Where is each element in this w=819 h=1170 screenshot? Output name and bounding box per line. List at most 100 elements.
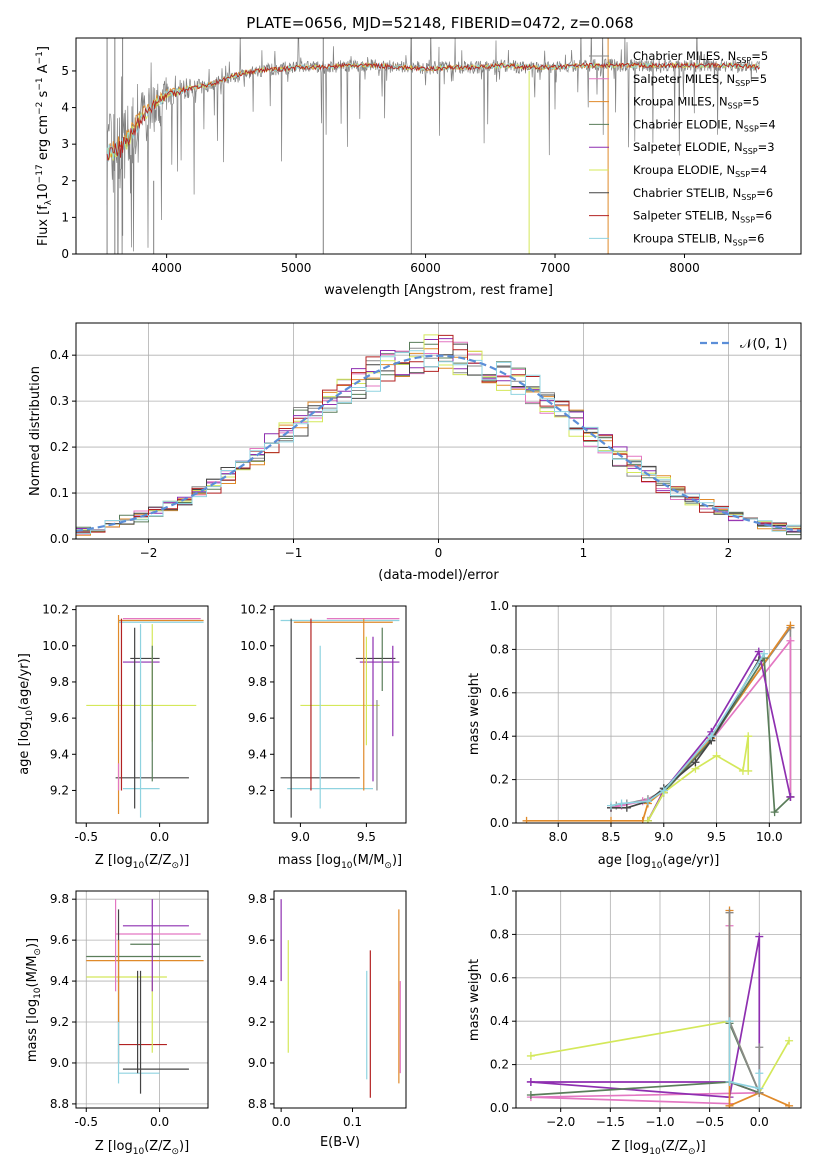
y-tick-label: 9.6 [248, 933, 267, 947]
y-tick-label: 4 [61, 101, 69, 115]
x-tick-label: 0.0 [150, 1115, 169, 1129]
axes-frame [75, 37, 802, 255]
y-tick-label: 9.6 [248, 711, 267, 725]
weight-age-ylabel: mass weight [467, 673, 482, 755]
plot-area [106, 38, 761, 254]
y-tick-label: 0.1 [50, 486, 69, 500]
legend-entry: Salpeter MILES, NSSP=5 [633, 72, 767, 88]
y-tick-label: 5 [61, 64, 69, 78]
model-line [106, 61, 760, 161]
data-spectrum [106, 38, 760, 254]
x-tick-label: 8.5 [601, 830, 620, 844]
mass-weight-point [786, 636, 795, 645]
x-tick-label: −1.0 [645, 1115, 674, 1129]
mass-weight-point [755, 1043, 764, 1052]
plot-area [86, 615, 204, 818]
y-tick-label: 2 [61, 174, 69, 188]
mass-weight-point [712, 751, 721, 760]
spectrum-legend: Chabrier MILES, NSSP=5 Salpeter MILES, NS… [589, 49, 776, 247]
y-tick-label: 9.2 [50, 1015, 69, 1029]
x-tick-label: 8.0 [549, 830, 568, 844]
mass-weight-point [522, 816, 531, 823]
x-tick-label: 5000 [281, 261, 312, 275]
y-tick-label: 1.0 [490, 884, 509, 898]
mass-weight-series [530, 936, 761, 1099]
y-tick-label: 9.4 [50, 974, 69, 988]
x-tick-label: 10.0 [756, 830, 783, 844]
x-tick-label: 0.0 [272, 1115, 291, 1129]
mass-weight-point [786, 621, 795, 630]
mass-weight-point [744, 732, 753, 741]
weight-age-panel: 8.0 8.5 9.0 9.5 10.0 0.0 0.2 0.4 0.6 0.8 1.0 [490, 599, 802, 844]
x-tick-label: -0.5 [75, 830, 98, 844]
spectrum-ylabel: Flux [fλ10−17 erg cm−2 s−1 A−1] [35, 46, 54, 246]
age-metallicity-panel: -0.5 0.0 9.2 9.4 9.6 9.8 10.0 10.2 [42, 603, 209, 844]
y-tick-label: 0.0 [490, 1101, 509, 1115]
x-tick-label: −1.5 [596, 1115, 625, 1129]
y-tick-label: 0.4 [50, 348, 69, 362]
legend-entry: Chabrier STELIB, NSSP=6 [633, 186, 773, 202]
mass-weight-point [691, 758, 700, 767]
mass-weight-point [770, 808, 779, 817]
mass-weight-point [725, 1017, 734, 1026]
x-tick-label: 2 [725, 546, 733, 560]
mass-weight-point [607, 816, 615, 823]
mass-extinction-panel: 0.0 0.1 8.8 9.0 9.2 9.4 9.6 9.8 [248, 890, 407, 1129]
mass-weight-series [530, 925, 760, 1105]
y-tick-label: 0.8 [490, 927, 509, 941]
x-tick-label: 0.0 [150, 830, 169, 844]
x-tick-label: -0.5 [75, 1115, 98, 1129]
y-tick-label: 0.0 [490, 816, 509, 830]
y-tick-label: 3 [61, 137, 69, 151]
y-tick-label: 0.2 [50, 440, 69, 454]
figure-title: PLATE=0656, MJD=52148, FIBERID=0472, z=0… [246, 14, 633, 32]
mass-weight-series [728, 1021, 761, 1090]
y-tick-label: 9.4 [248, 974, 267, 988]
mass-metallicity-ylabel: mass [log10(M/M⊙)] [25, 938, 43, 1062]
legend-entry: Salpeter ELODIE, NSSP=3 [633, 140, 775, 156]
plot-area [522, 621, 795, 823]
mass-weight-series [526, 625, 792, 822]
mass-weight-point [755, 1084, 764, 1093]
age-metallicity-ylabel: age [log10(age/yr)] [17, 653, 35, 775]
axes-frame [515, 605, 802, 824]
normal-curve [76, 354, 801, 532]
y-tick-label: 0.4 [490, 1014, 509, 1028]
mass-weight-series [611, 659, 760, 809]
y-tick-label: 9.6 [50, 711, 69, 725]
y-tick-label: 9.2 [248, 1015, 267, 1029]
histogram-series [76, 350, 801, 534]
age-metallicity-xlabel: Z [log10(Z/Z⊙)] [95, 853, 189, 871]
mass-weight-point [607, 801, 615, 810]
x-tick-label: 0.1 [343, 1115, 362, 1129]
axes-frame [273, 605, 407, 824]
weight-metallicity-panel: −2.0 −1.5 −1.0 −0.5 0.0 0.0 0.2 0.4 0.6 0.8 1.0 [490, 884, 802, 1129]
y-tick-label: 9.4 [248, 747, 267, 761]
mass-weight-point [725, 908, 734, 917]
y-tick-label: 10.2 [42, 603, 69, 617]
axes-frame [273, 890, 407, 1109]
y-tick-label: 9.6 [50, 933, 69, 947]
plot-area [280, 899, 401, 1098]
x-tick-label: 9.5 [357, 830, 376, 844]
y-tick-label: 9.8 [248, 675, 267, 689]
mass-weight-point [755, 1069, 764, 1078]
legend-entry: Chabrier MILES, NSSP=5 [633, 49, 768, 65]
legend-entry: Chabrier ELODIE, NSSP=4 [633, 117, 776, 133]
y-tick-label: 1 [61, 210, 69, 224]
legend-entry: Salpeter STELIB, NSSP=6 [633, 209, 772, 225]
mass-weight-point [760, 649, 769, 658]
mass-weight-point [643, 816, 652, 823]
y-tick-label: 8.8 [50, 1097, 69, 1111]
figure-layer: 4000 5000 6000 7000 8000 0 1 2 3 4 5 Chabrier MILES… [17, 37, 802, 1157]
mass-weight-point [725, 1077, 734, 1086]
y-tick-label: 9.8 [50, 675, 69, 689]
mass-weight-point [622, 803, 631, 812]
mass-weight-point [617, 799, 626, 808]
y-tick-label: 0.0 [50, 532, 69, 546]
weight-age-xlabel: age [log10(age/yr)] [598, 853, 720, 871]
spectrum-panel: 4000 5000 6000 7000 8000 0 1 2 3 4 5 Chabrier MILES… [61, 37, 802, 275]
mass-weight-point [659, 786, 668, 795]
mass-weight-point [707, 732, 716, 741]
